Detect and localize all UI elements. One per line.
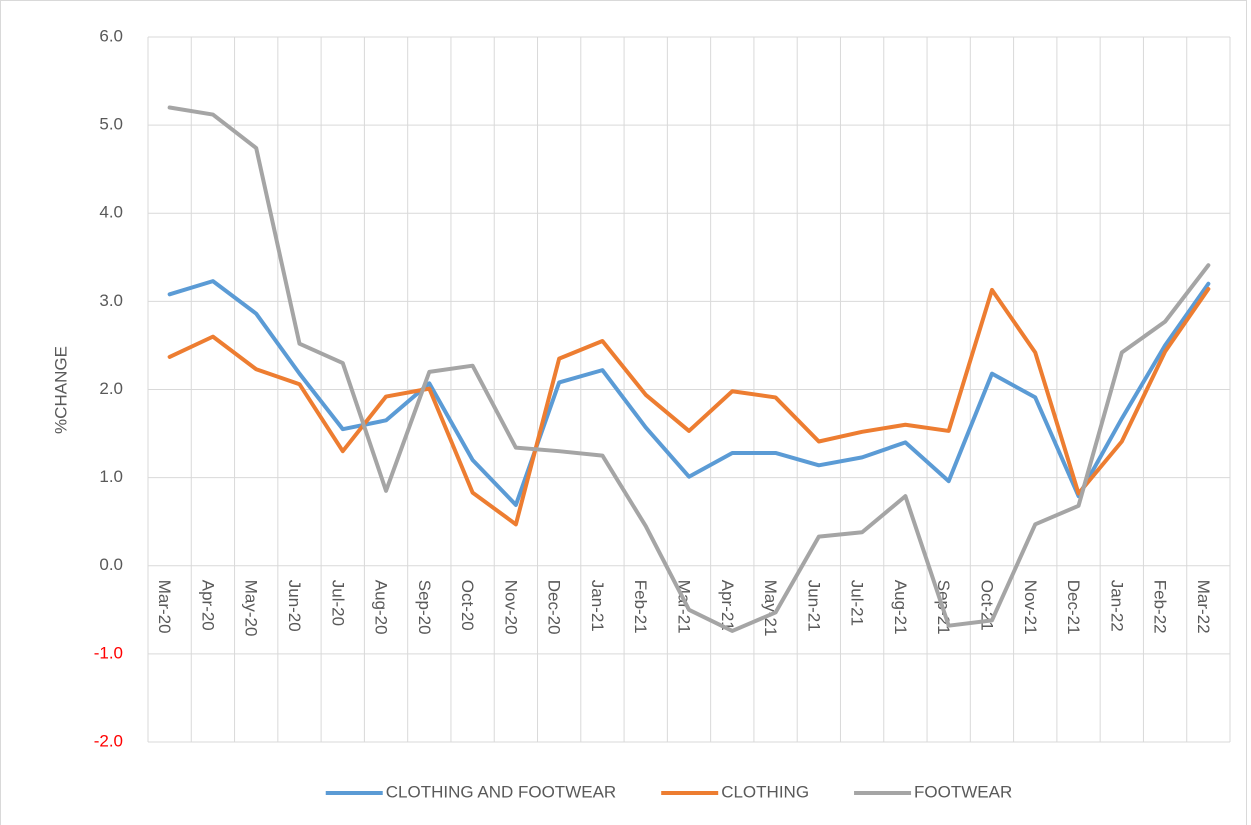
x-tick-label: May-20 xyxy=(242,580,261,637)
x-tick-label: Jul-21 xyxy=(848,580,867,626)
x-tick-label: Jun-21 xyxy=(804,580,823,632)
x-tick-label: May-21 xyxy=(761,580,780,637)
x-tick-label: Aug-21 xyxy=(891,580,910,635)
legend-label: CLOTHING AND FOOTWEAR xyxy=(386,782,616,801)
y-tick-label: 6.0 xyxy=(99,26,123,45)
x-tick-label: Dec-20 xyxy=(545,580,564,635)
x-tick-label: Mar-22 xyxy=(1194,580,1213,634)
x-tick-label: Nov-21 xyxy=(1021,580,1040,635)
y-tick-label: 5.0 xyxy=(99,115,123,134)
y-tick-label: 0.0 xyxy=(99,555,123,574)
x-tick-label: Sep-20 xyxy=(415,580,434,635)
y-tick-label: -1.0 xyxy=(94,643,123,662)
series-line xyxy=(167,279,1211,507)
legend-label: FOOTWEAR xyxy=(914,782,1012,801)
x-tick-label: Jun-20 xyxy=(285,580,304,632)
x-tick-label: Aug-20 xyxy=(372,580,391,635)
legend-label: CLOTHING xyxy=(721,782,809,801)
x-tick-label: Feb-21 xyxy=(631,580,650,634)
x-tick-label: Feb-22 xyxy=(1151,580,1170,634)
x-tick-label: Jan-22 xyxy=(1107,580,1126,632)
series-line xyxy=(167,105,1211,633)
x-tick-label: Apr-21 xyxy=(718,580,737,631)
y-tick-label: 1.0 xyxy=(99,467,123,486)
series-line xyxy=(167,287,1211,527)
x-tick-label: Dec-21 xyxy=(1064,580,1083,635)
x-tick-label: Apr-20 xyxy=(198,580,217,631)
y-tick-label: 3.0 xyxy=(99,291,123,310)
y-tick-label: 2.0 xyxy=(99,379,123,398)
y-tick-label: -2.0 xyxy=(94,731,123,750)
x-tick-label: Oct-20 xyxy=(458,580,477,631)
x-tick-label: Mar-20 xyxy=(155,580,174,634)
x-tick-label: Jan-21 xyxy=(588,580,607,632)
y-tick-label: 4.0 xyxy=(99,203,123,222)
x-tick-label: Jul-20 xyxy=(328,580,347,626)
y-axis-title: %CHANGE xyxy=(51,346,70,434)
x-tick-label: Nov-20 xyxy=(501,580,520,635)
